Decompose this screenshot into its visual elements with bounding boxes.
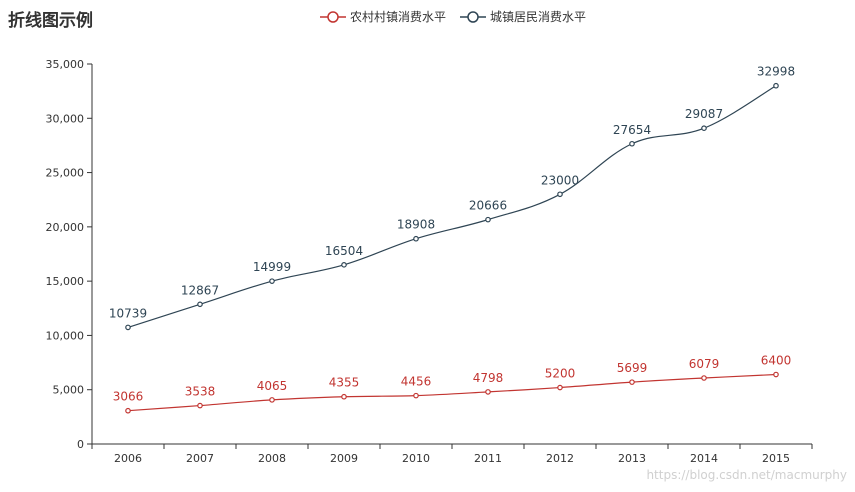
data-point	[485, 216, 491, 223]
data-label: 32998	[757, 65, 795, 79]
data-point	[269, 278, 275, 284]
data-label: 6400	[761, 354, 792, 368]
data-label: 27654	[613, 123, 651, 137]
y-tick-label: 5,000	[53, 384, 85, 397]
x-tick-label: 2006	[114, 452, 142, 465]
legend-item-rural[interactable]: 农村村镇消费水平	[320, 8, 446, 25]
data-label: 4798	[473, 371, 504, 385]
data-label: 23000	[541, 173, 579, 187]
data-point	[125, 324, 131, 331]
data-point	[773, 371, 779, 378]
data-point	[413, 235, 419, 242]
data-point	[629, 140, 635, 147]
data-point	[413, 392, 419, 399]
data-label: 5699	[617, 361, 648, 375]
y-tick-label: 10,000	[46, 329, 85, 342]
data-label: 4065	[257, 379, 288, 393]
y-tick-label: 35,000	[46, 58, 85, 71]
legend-item-urban[interactable]: 城镇居民消费水平	[460, 8, 586, 25]
y-tick-label: 25,000	[46, 167, 85, 180]
y-tick-label: 20,000	[46, 221, 85, 234]
data-label: 20666	[469, 199, 507, 213]
x-tick-label: 2009	[330, 452, 358, 465]
x-tick-label: 2010	[402, 452, 430, 465]
legend-label: 农村村镇消费水平	[350, 10, 447, 24]
data-label: 29087	[685, 107, 723, 121]
data-label: 4355	[329, 376, 360, 390]
watermark: https://blog.csdn.net/macmurphy	[646, 468, 847, 482]
data-label: 4456	[401, 375, 432, 389]
y-tick-label: 0	[77, 438, 84, 451]
data-label: 18908	[397, 218, 435, 232]
data-label: 16504	[325, 244, 363, 258]
chart-title: 折线图示例	[8, 11, 93, 31]
data-label: 6079	[689, 357, 720, 371]
x-tick-label: 2012	[546, 452, 574, 465]
legend: 农村村镇消费水平 城镇居民消费水平	[320, 8, 586, 25]
data-point	[341, 262, 347, 268]
data-point	[341, 393, 347, 400]
data-label: 14999	[253, 260, 291, 274]
legend-line-circle-icon	[320, 10, 346, 23]
data-label: 3538	[185, 385, 216, 399]
y-tick-label: 30,000	[46, 112, 85, 125]
x-tick-label: 2013	[618, 452, 646, 465]
y-tick-label: 15,000	[46, 275, 85, 288]
legend-label: 城镇居民消费水平	[490, 10, 587, 24]
series-line-0	[127, 373, 777, 412]
data-point	[701, 375, 707, 381]
data-label: 5200	[545, 367, 576, 381]
data-point	[557, 384, 563, 391]
data-point	[485, 389, 491, 395]
data-label: 3066	[113, 390, 144, 404]
x-tick-label: 2008	[258, 452, 286, 465]
x-tick-label: 2014	[690, 452, 718, 465]
series-line-1	[127, 85, 777, 328]
data-point	[197, 402, 203, 409]
data-label: 12867	[181, 283, 219, 297]
legend-line-circle-icon	[460, 10, 487, 23]
data-point	[629, 379, 635, 385]
data-point	[701, 125, 707, 131]
data-point	[125, 407, 131, 414]
x-tick-label: 2011	[474, 452, 502, 465]
data-point	[773, 82, 779, 89]
x-tick-label: 2007	[186, 452, 214, 465]
data-label: 10739	[109, 306, 147, 320]
data-point	[197, 301, 203, 308]
data-point	[557, 191, 563, 198]
data-point	[269, 397, 275, 403]
x-tick-label: 2015	[762, 452, 790, 465]
